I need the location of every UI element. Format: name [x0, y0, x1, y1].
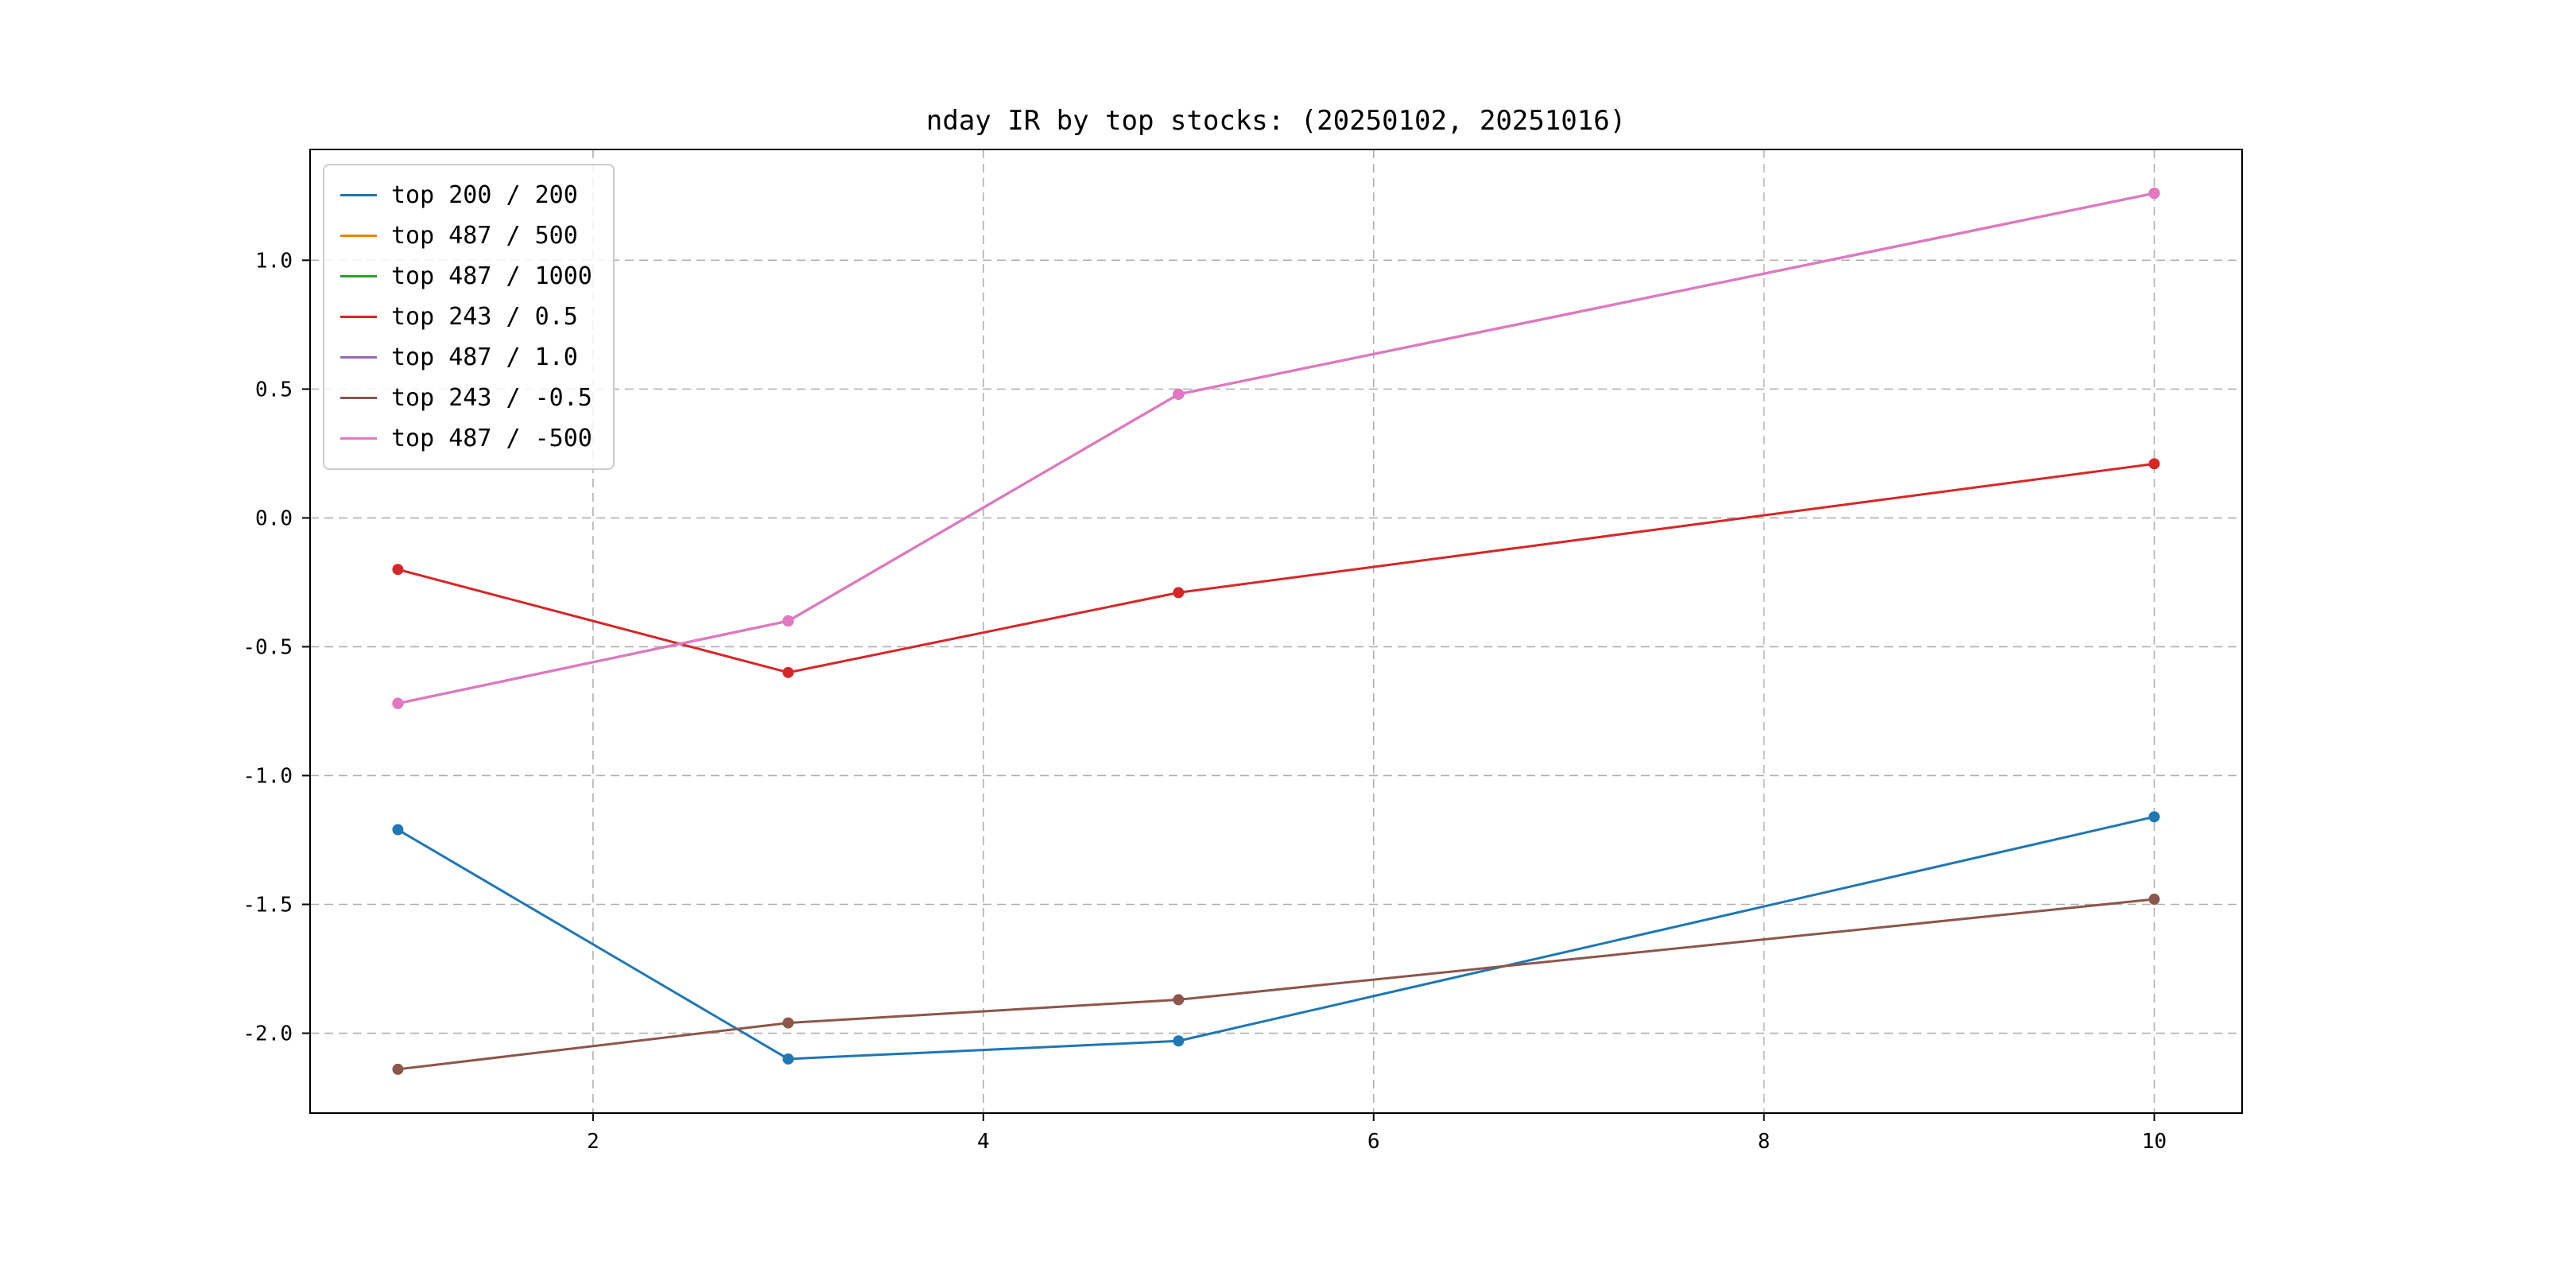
legend-line-swatch — [340, 397, 377, 399]
y-tick-label: -0.5 — [242, 635, 293, 659]
series-marker-top-487-500 — [2148, 188, 2160, 200]
x-tick-label: 10 — [2142, 1130, 2167, 1154]
series-line-top-487-500 — [396, 192, 2156, 705]
y-tick-label: 0.5 — [255, 378, 293, 402]
legend: top 200 / 200 top 487 / 500 top 487 / 1000… — [323, 164, 615, 470]
y-tick-label: -1.0 — [242, 764, 293, 788]
series-marker-top-200-200 — [1173, 1035, 1185, 1047]
y-tick-label: 0.0 — [255, 506, 293, 530]
legend-item: top 243 / -0.5 — [340, 378, 592, 418]
series-line-top-200-200 — [396, 815, 2156, 1061]
legend-label: top 243 / -0.5 — [391, 384, 592, 412]
legend-item: top 487 / -500 — [340, 418, 592, 459]
legend-label: top 487 / 500 — [391, 222, 578, 250]
series-marker-top-487-500 — [1173, 388, 1185, 400]
series-line-top-243-0-5 — [396, 898, 2156, 1071]
series-marker-top-243-0-5 — [392, 1063, 404, 1075]
legend-item: top 243 / 0.5 — [340, 297, 592, 337]
y-tick-label: 1.0 — [255, 249, 293, 273]
series-line-top-487-1000 — [396, 192, 2156, 705]
series-marker-top-243-0-5 — [2148, 458, 2160, 470]
legend-line-swatch — [340, 275, 377, 277]
series-marker-top-200-200 — [2148, 811, 2160, 823]
legend-line-swatch — [340, 194, 377, 196]
series-marker-top-200-200 — [392, 824, 404, 836]
series-line-top-243-0-5 — [396, 462, 2156, 674]
legend-label: top 243 / 0.5 — [391, 303, 578, 331]
legend-line-swatch — [340, 316, 377, 318]
legend-label: top 487 / -500 — [391, 425, 592, 452]
series-line-top-487-1-0 — [396, 192, 2156, 705]
axes-frame — [309, 149, 2243, 1114]
series-marker-top-243-0-5 — [2148, 894, 2160, 906]
x-tick-label: 6 — [1368, 1130, 1380, 1154]
series-line-top-487-500 — [396, 192, 2156, 705]
series-marker-top-243-0-5 — [392, 564, 404, 576]
legend-label: top 200 / 200 — [391, 181, 578, 209]
series-marker-top-487-500 — [782, 615, 794, 627]
x-tick-label: 4 — [977, 1130, 990, 1154]
y-tick-label: -1.5 — [242, 894, 293, 918]
series-marker-top-243-0-5 — [782, 1017, 794, 1029]
legend-line-swatch — [340, 356, 377, 359]
y-tick-label: -2.0 — [242, 1022, 293, 1046]
series-marker-top-243-0-5 — [782, 666, 794, 678]
legend-label: top 487 / 1000 — [391, 262, 592, 290]
legend-item: top 487 / 500 — [340, 215, 592, 256]
legend-line-swatch — [340, 235, 377, 237]
legend-item: top 200 / 200 — [340, 175, 592, 215]
legend-item: top 487 / 1.0 — [340, 337, 592, 378]
x-tick-label: 2 — [587, 1130, 599, 1154]
chart-title: nday IR by top stocks: (20250102, 202510… — [925, 105, 1627, 137]
series-marker-top-487-500 — [392, 697, 404, 709]
legend-line-swatch — [340, 437, 377, 440]
legend-label: top 487 / 1.0 — [391, 343, 578, 371]
legend-item: top 487 / 1000 — [340, 256, 592, 297]
series-marker-top-200-200 — [782, 1053, 794, 1065]
x-tick-label: 8 — [1758, 1130, 1771, 1154]
series-marker-top-243-0-5 — [1173, 994, 1185, 1006]
series-marker-top-243-0-5 — [1173, 587, 1185, 599]
